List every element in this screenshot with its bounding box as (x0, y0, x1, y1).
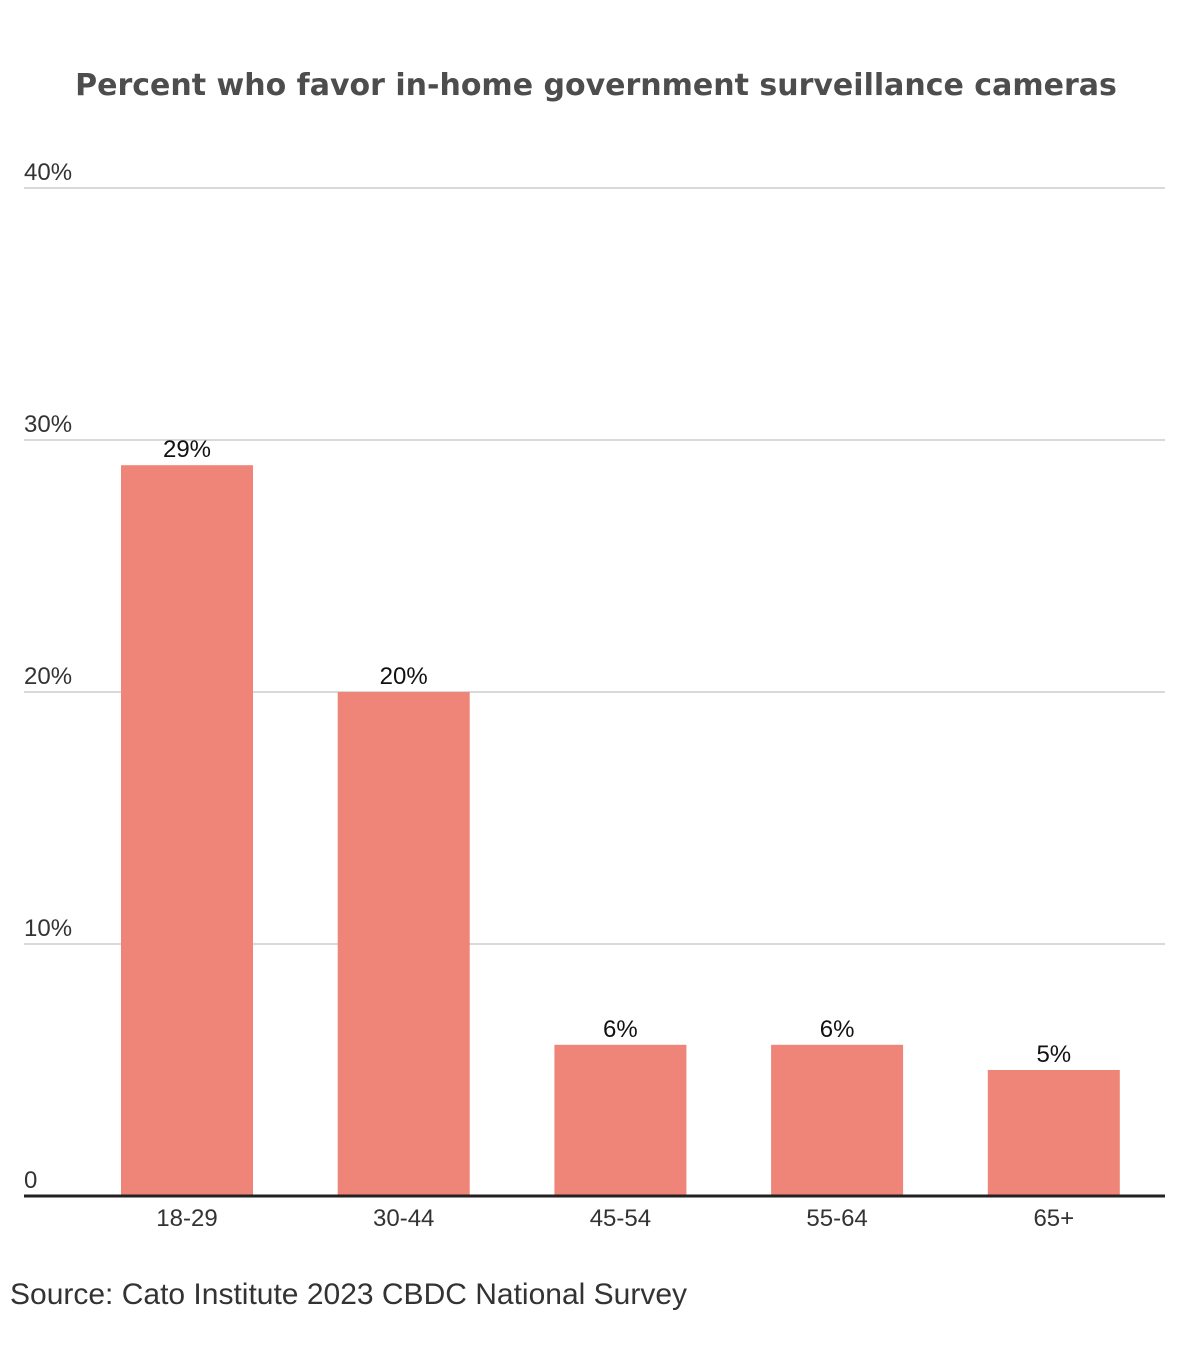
category-label: 30-44 (373, 1205, 434, 1232)
x-axis-categories: 18-29 30-44 45-54 55-64 65+ (156, 1205, 1074, 1232)
bar (987, 1070, 1120, 1196)
y-tick-label: 0 (24, 1167, 37, 1194)
data-label: 6% (603, 1016, 638, 1043)
data-label: 29% (163, 436, 211, 463)
bar (337, 692, 470, 1196)
data-label: 6% (820, 1016, 855, 1043)
data-label: 20% (380, 663, 428, 690)
category-label: 18-29 (156, 1205, 217, 1232)
y-tick-label: 10% (24, 915, 72, 942)
category-label: 55-64 (806, 1205, 867, 1232)
chart-title: Percent who favor in-home government sur… (75, 68, 1117, 103)
y-tick-label: 20% (24, 663, 72, 690)
bars (121, 465, 1120, 1196)
y-axis-ticks: 0 10% 20% 30% 40% (24, 159, 72, 1194)
data-label: 5% (1036, 1041, 1071, 1068)
bar (771, 1044, 904, 1196)
bar (121, 465, 253, 1196)
data-labels: 29% 20% 6% 6% 5% (163, 436, 1071, 1068)
y-tick-label: 40% (24, 159, 72, 186)
category-label: 45-54 (590, 1205, 651, 1232)
category-label: 65+ (1033, 1205, 1074, 1232)
y-tick-label: 30% (24, 411, 72, 438)
bar (554, 1044, 687, 1196)
source-note: Source: Cato Institute 2023 CBDC Nationa… (10, 1278, 687, 1311)
